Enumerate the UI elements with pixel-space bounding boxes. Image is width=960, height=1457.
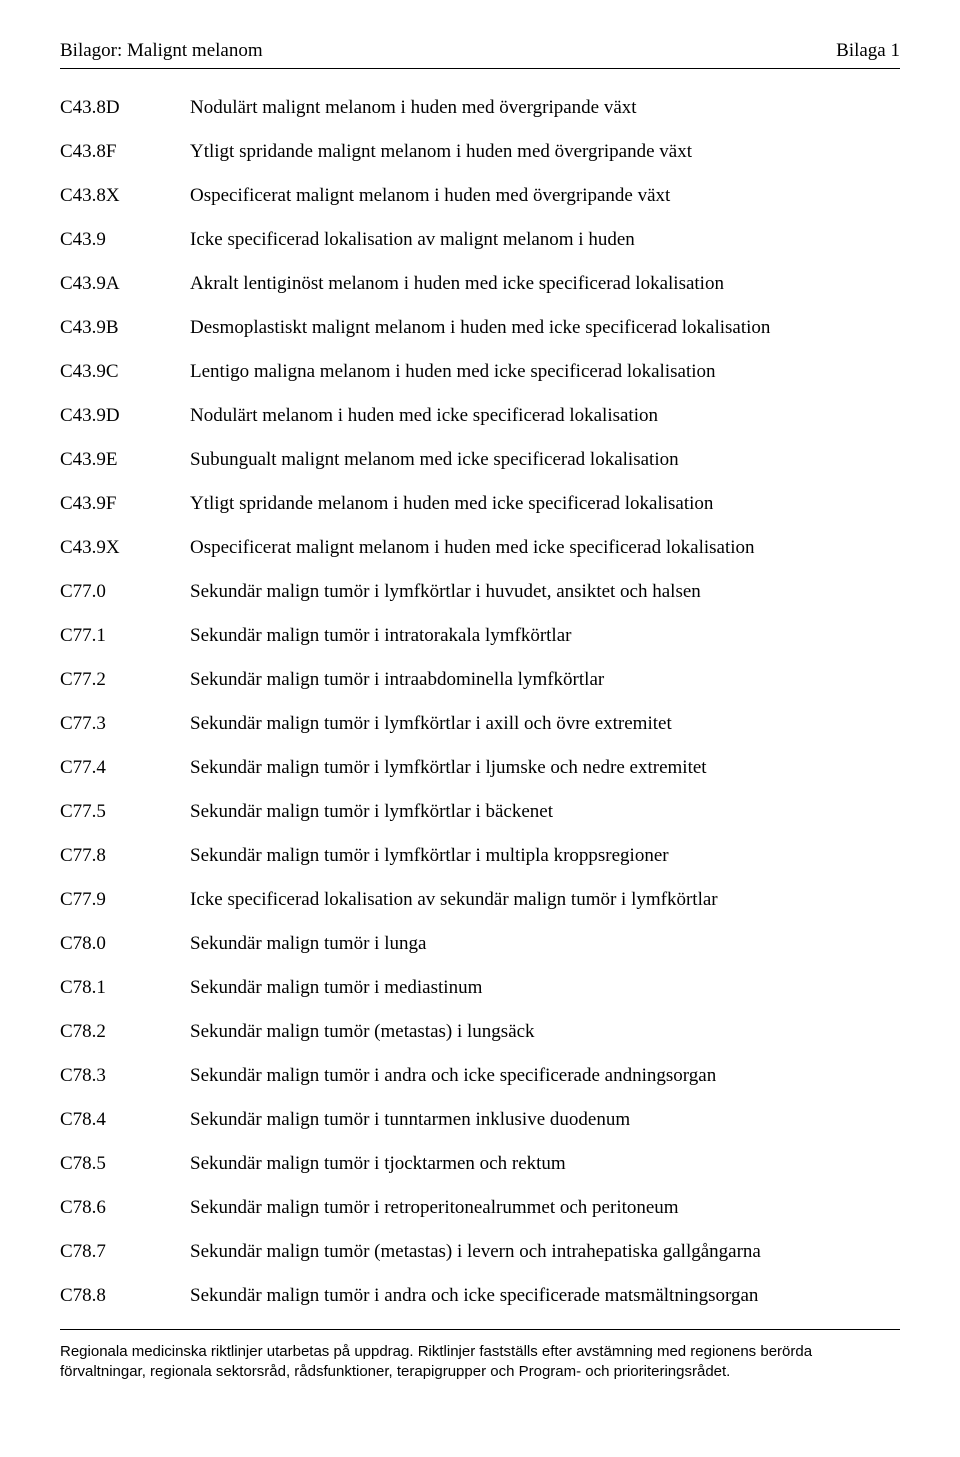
- diagnosis-code: C78.5: [60, 1153, 190, 1175]
- diagnosis-code: C78.7: [60, 1241, 190, 1263]
- diagnosis-code: C77.5: [60, 801, 190, 823]
- diagnosis-description: Sekundär malign tumör i lymfkörtlar i lj…: [190, 757, 900, 779]
- header-rule: [60, 68, 900, 69]
- list-item: C78.0Sekundär malign tumör i lunga: [60, 933, 900, 955]
- diagnosis-code: C43.9B: [60, 317, 190, 339]
- list-item: C43.9BDesmoplastiskt malignt melanom i h…: [60, 317, 900, 339]
- diagnosis-code: C78.4: [60, 1109, 190, 1131]
- diagnosis-description: Ospecificerat malignt melanom i huden me…: [190, 185, 900, 207]
- diagnosis-code: C43.9D: [60, 405, 190, 427]
- diagnosis-code: C77.2: [60, 669, 190, 691]
- diagnosis-description: Akralt lentiginöst melanom i huden med i…: [190, 273, 900, 295]
- diagnosis-code: C43.8F: [60, 141, 190, 163]
- diagnosis-code: C43.9E: [60, 449, 190, 471]
- diagnosis-code: C43.8X: [60, 185, 190, 207]
- diagnosis-code: C43.9X: [60, 537, 190, 559]
- list-item: C78.8Sekundär malign tumör i andra och i…: [60, 1285, 900, 1307]
- diagnosis-code: C78.2: [60, 1021, 190, 1043]
- diagnosis-description: Sekundär malign tumör i intratorakala ly…: [190, 625, 900, 647]
- list-item: C43.9DNodulärt melanom i huden med icke …: [60, 405, 900, 427]
- diagnosis-description: Icke specificerad lokalisation av malign…: [190, 229, 900, 251]
- diagnosis-description: Sekundär malign tumör i retroperitonealr…: [190, 1197, 900, 1219]
- diagnosis-description: Ytligt spridande malignt melanom i huden…: [190, 141, 900, 163]
- diagnosis-description: Icke specificerad lokalisation av sekund…: [190, 889, 900, 911]
- list-item: C78.5Sekundär malign tumör i tjocktarmen…: [60, 1153, 900, 1175]
- diagnosis-description: Sekundär malign tumör i andra och icke s…: [190, 1285, 900, 1307]
- list-item: C43.9Icke specificerad lokalisation av m…: [60, 229, 900, 251]
- diagnosis-description: Sekundär malign tumör (metastas) i lever…: [190, 1241, 900, 1263]
- diagnosis-code: C77.9: [60, 889, 190, 911]
- diagnosis-code: C78.1: [60, 977, 190, 999]
- diagnosis-description: Sekundär malign tumör i lymfkörtlar i bä…: [190, 801, 900, 823]
- diagnosis-description: Sekundär malign tumör i andra och icke s…: [190, 1065, 900, 1087]
- list-item: C77.9Icke specificerad lokalisation av s…: [60, 889, 900, 911]
- code-list: C43.8DNodulärt malignt melanom i huden m…: [60, 97, 900, 1307]
- list-item: C78.7Sekundär malign tumör (metastas) i …: [60, 1241, 900, 1263]
- diagnosis-code: C77.1: [60, 625, 190, 647]
- diagnosis-description: Sekundär malign tumör i tjocktarmen och …: [190, 1153, 900, 1175]
- diagnosis-code: C77.4: [60, 757, 190, 779]
- diagnosis-code: C77.8: [60, 845, 190, 867]
- footer-rule: [60, 1329, 900, 1330]
- diagnosis-description: Subungualt malignt melanom med icke spec…: [190, 449, 900, 471]
- diagnosis-code: C43.9A: [60, 273, 190, 295]
- list-item: C43.8XOspecificerat malignt melanom i hu…: [60, 185, 900, 207]
- diagnosis-description: Nodulärt melanom i huden med icke specif…: [190, 405, 900, 427]
- diagnosis-code: C77.0: [60, 581, 190, 603]
- list-item: C43.9CLentigo maligna melanom i huden me…: [60, 361, 900, 383]
- footer-line-2: förvaltningar, regionala sektorsråd, råd…: [60, 1363, 730, 1380]
- list-item: C43.8DNodulärt malignt melanom i huden m…: [60, 97, 900, 119]
- list-item: C78.2Sekundär malign tumör (metastas) i …: [60, 1021, 900, 1043]
- diagnosis-description: Sekundär malign tumör i lunga: [190, 933, 900, 955]
- list-item: C77.3Sekundär malign tumör i lymfkörtlar…: [60, 713, 900, 735]
- diagnosis-description: Sekundär malign tumör i lymfkörtlar i ax…: [190, 713, 900, 735]
- list-item: C78.6Sekundär malign tumör i retroperito…: [60, 1197, 900, 1219]
- diagnosis-code: C78.0: [60, 933, 190, 955]
- header-right: Bilaga 1: [836, 40, 900, 62]
- diagnosis-code: C78.3: [60, 1065, 190, 1087]
- diagnosis-code: C43.9F: [60, 493, 190, 515]
- diagnosis-code: C43.9: [60, 229, 190, 251]
- diagnosis-code: C43.8D: [60, 97, 190, 119]
- diagnosis-description: Nodulärt malignt melanom i huden med öve…: [190, 97, 900, 119]
- list-item: C78.3Sekundär malign tumör i andra och i…: [60, 1065, 900, 1087]
- diagnosis-description: Desmoplastiskt malignt melanom i huden m…: [190, 317, 900, 339]
- list-item: C78.4Sekundär malign tumör i tunntarmen …: [60, 1109, 900, 1131]
- diagnosis-description: Sekundär malign tumör i lymfkörtlar i hu…: [190, 581, 900, 603]
- page-footer: Regionala medicinska riktlinjer utarbeta…: [60, 1342, 900, 1383]
- list-item: C77.4Sekundär malign tumör i lymfkörtlar…: [60, 757, 900, 779]
- list-item: C77.0Sekundär malign tumör i lymfkörtlar…: [60, 581, 900, 603]
- list-item: C77.1Sekundär malign tumör i intratoraka…: [60, 625, 900, 647]
- header-left: Bilagor: Malignt melanom: [60, 40, 263, 62]
- diagnosis-description: Sekundär malign tumör i mediastinum: [190, 977, 900, 999]
- list-item: C43.9XOspecificerat malignt melanom i hu…: [60, 537, 900, 559]
- diagnosis-description: Sekundär malign tumör i intraabdominella…: [190, 669, 900, 691]
- list-item: C43.9FYtligt spridande melanom i huden m…: [60, 493, 900, 515]
- list-item: C43.9AAkralt lentiginöst melanom i huden…: [60, 273, 900, 295]
- diagnosis-code: C78.6: [60, 1197, 190, 1219]
- diagnosis-description: Sekundär malign tumör i tunntarmen inklu…: [190, 1109, 900, 1131]
- diagnosis-code: C78.8: [60, 1285, 190, 1307]
- list-item: C43.9ESubungualt malignt melanom med ick…: [60, 449, 900, 471]
- page-header: Bilagor: Malignt melanom Bilaga 1: [60, 40, 900, 62]
- diagnosis-description: Ospecificerat malignt melanom i huden me…: [190, 537, 900, 559]
- diagnosis-description: Sekundär malign tumör (metastas) i lungs…: [190, 1021, 900, 1043]
- list-item: C77.2Sekundär malign tumör i intraabdomi…: [60, 669, 900, 691]
- footer-line-1: Regionala medicinska riktlinjer utarbeta…: [60, 1343, 812, 1360]
- diagnosis-code: C77.3: [60, 713, 190, 735]
- diagnosis-description: Lentigo maligna melanom i huden med icke…: [190, 361, 900, 383]
- list-item: C43.8FYtligt spridande malignt melanom i…: [60, 141, 900, 163]
- diagnosis-description: Ytligt spridande melanom i huden med ick…: [190, 493, 900, 515]
- list-item: C78.1Sekundär malign tumör i mediastinum: [60, 977, 900, 999]
- diagnosis-description: Sekundär malign tumör i lymfkörtlar i mu…: [190, 845, 900, 867]
- list-item: C77.8Sekundär malign tumör i lymfkörtlar…: [60, 845, 900, 867]
- list-item: C77.5Sekundär malign tumör i lymfkörtlar…: [60, 801, 900, 823]
- diagnosis-code: C43.9C: [60, 361, 190, 383]
